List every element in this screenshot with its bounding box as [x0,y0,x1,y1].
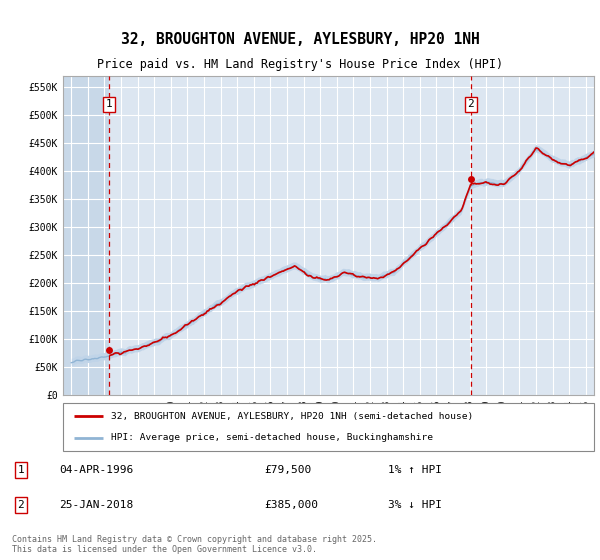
Text: 2: 2 [17,500,24,510]
Text: £385,000: £385,000 [265,500,319,510]
Text: 3% ↓ HPI: 3% ↓ HPI [388,500,442,510]
Text: 1% ↑ HPI: 1% ↑ HPI [388,465,442,475]
Bar [63,76,109,395]
Text: 2: 2 [467,99,474,109]
Text: 1: 1 [106,99,112,109]
FancyBboxPatch shape [63,403,594,451]
Text: Contains HM Land Registry data © Crown copyright and database right 2025.
This d: Contains HM Land Registry data © Crown c… [12,535,377,554]
Text: 1: 1 [17,465,24,475]
Text: Price paid vs. HM Land Registry's House Price Index (HPI): Price paid vs. HM Land Registry's House … [97,58,503,71]
Text: 32, BROUGHTON AVENUE, AYLESBURY, HP20 1NH (semi-detached house): 32, BROUGHTON AVENUE, AYLESBURY, HP20 1N… [111,412,473,421]
Text: HPI: Average price, semi-detached house, Buckinghamshire: HPI: Average price, semi-detached house,… [111,433,433,442]
Text: 04-APR-1996: 04-APR-1996 [59,465,133,475]
Text: 32, BROUGHTON AVENUE, AYLESBURY, HP20 1NH: 32, BROUGHTON AVENUE, AYLESBURY, HP20 1N… [121,32,479,46]
Text: £79,500: £79,500 [265,465,312,475]
Text: 25-JAN-2018: 25-JAN-2018 [59,500,133,510]
